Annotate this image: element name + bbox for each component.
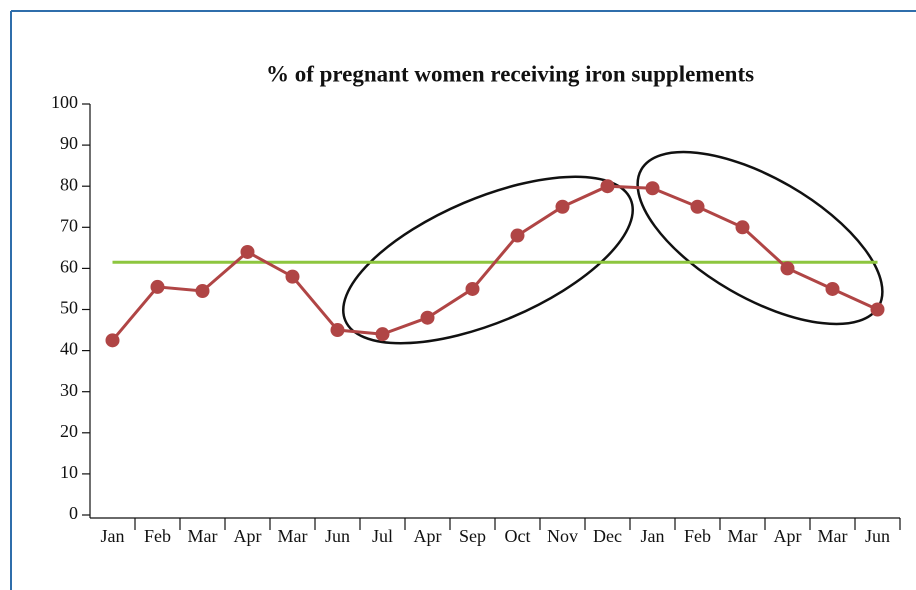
y-tick-label: 100 — [51, 92, 78, 112]
data-point — [285, 269, 300, 284]
chart-title: % of pregnant women receiving iron suppl… — [266, 61, 754, 86]
x-tick-label: Oct — [505, 526, 531, 546]
x-tick-label: Apr — [234, 526, 262, 546]
x-tick-label: Nov — [547, 526, 578, 546]
data-point — [645, 181, 660, 196]
data-point — [510, 228, 525, 243]
data-point — [240, 244, 255, 259]
data-point — [330, 323, 345, 338]
x-tick-label: Apr — [414, 526, 442, 546]
data-point — [555, 199, 570, 214]
x-tick-label: Apr — [774, 526, 802, 546]
data-point — [150, 279, 165, 294]
data-point — [105, 333, 120, 348]
x-tick-label: Jun — [325, 526, 350, 546]
data-line — [111, 184, 879, 342]
y-tick-label: 80 — [60, 174, 78, 194]
x-tick-label: Sep — [459, 526, 486, 546]
y-tick-label: 30 — [60, 380, 78, 400]
x-tick-label: Jun — [865, 526, 890, 546]
x-tick-label: Mar — [818, 526, 848, 546]
data-point — [690, 199, 705, 214]
x-tick-label: Mar — [278, 526, 308, 546]
x-tick-label: Jan — [641, 526, 665, 546]
data-point — [780, 261, 795, 276]
x-tick-label: Feb — [684, 526, 711, 546]
data-point — [195, 284, 210, 299]
y-tick-label: 10 — [60, 462, 78, 482]
y-tick-label: 20 — [60, 421, 78, 441]
data-point — [600, 179, 615, 194]
data-point — [465, 281, 480, 296]
data-point — [375, 327, 390, 342]
y-tick-label: 60 — [60, 257, 78, 277]
y-tick-label: 90 — [60, 133, 78, 153]
highlight-ellipse — [342, 175, 634, 345]
y-tick-label: 70 — [60, 215, 78, 235]
x-tick-label: Mar — [728, 526, 758, 546]
y-tick-label: 40 — [60, 339, 78, 359]
data-point — [870, 302, 885, 317]
y-tick-label: 50 — [60, 298, 78, 318]
x-tick-label: Feb — [144, 526, 171, 546]
x-tick-label: Jan — [101, 526, 125, 546]
data-point — [420, 310, 435, 325]
highlight-ellipse — [636, 150, 884, 326]
x-tick-label: Jul — [372, 526, 393, 546]
x-tick-label: Mar — [188, 526, 218, 546]
x-tick-label: Dec — [593, 526, 622, 546]
data-point — [735, 220, 750, 235]
data-point — [825, 281, 840, 296]
y-tick-label: 0 — [69, 503, 78, 523]
